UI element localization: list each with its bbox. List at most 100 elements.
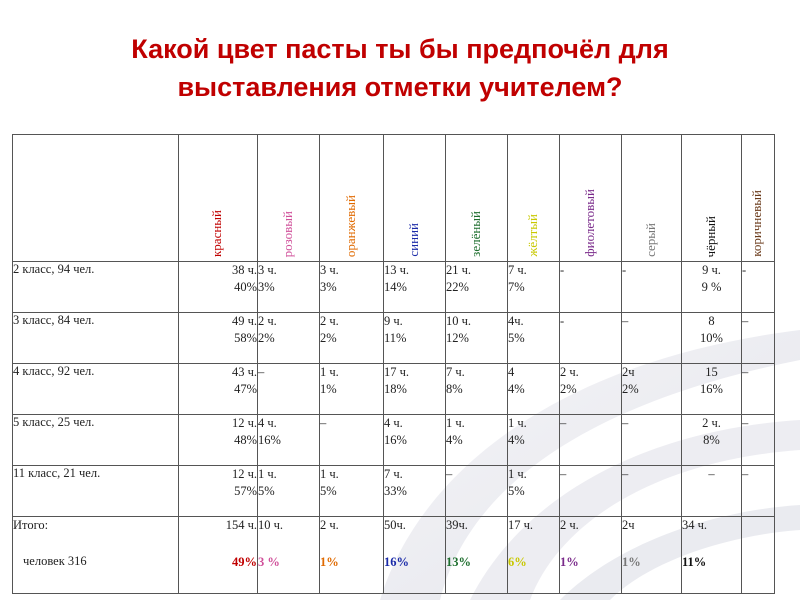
table-row: 4 класс, 92 чел. 43 ч. 47% –1 ч. 1% 17 ч. 18% 7… bbox=[12, 363, 775, 415]
table-cell: 2ч 2% bbox=[621, 363, 682, 415]
cell-percent: 3% bbox=[258, 280, 275, 294]
cell-count: 2 ч. bbox=[320, 314, 339, 328]
cell-count: 7 ч. bbox=[508, 263, 527, 277]
total-percent: 1% bbox=[320, 555, 339, 569]
column-header-gray: серый bbox=[621, 134, 682, 262]
cell-percent: 22% bbox=[446, 280, 469, 294]
cell-percent: 2% bbox=[622, 382, 639, 396]
table-cell: 43 ч. 47% bbox=[178, 363, 258, 415]
cell-count: 43 ч. bbox=[231, 365, 257, 379]
cell-count: 49 ч. bbox=[231, 314, 257, 328]
table-cell: 4 4% bbox=[507, 363, 560, 415]
table-cell: – bbox=[741, 312, 775, 364]
total-label-cell: Итого: человек 316 bbox=[12, 516, 179, 594]
cell-percent: 12% bbox=[446, 331, 469, 345]
cell-count: 9 ч. bbox=[384, 314, 403, 328]
table-cell: 4 ч. 16% bbox=[257, 414, 320, 466]
table-cell: 1 ч. 4% bbox=[445, 414, 508, 466]
table-cell: 7 ч. 33% bbox=[383, 465, 446, 517]
cell-count: 2 ч. bbox=[702, 416, 721, 430]
column-header-green: зелёный bbox=[445, 134, 508, 262]
total-percent: 6% bbox=[508, 555, 527, 569]
cell-percent: – bbox=[622, 314, 629, 328]
cell-percent: 33% bbox=[384, 484, 407, 498]
total-count: 2 ч. bbox=[560, 518, 579, 532]
total-count: 154 ч. bbox=[225, 518, 257, 532]
table-cell: 2 ч. 2% bbox=[559, 363, 622, 415]
cell-percent: 16% bbox=[258, 433, 281, 447]
column-header-label: фиолетовый bbox=[581, 189, 597, 257]
table-cell: 1 ч. 5% bbox=[257, 465, 320, 517]
total-cell: 2 ч. 1% bbox=[319, 516, 384, 594]
table-cell: 1 ч. 1% bbox=[319, 363, 384, 415]
table-cell: - bbox=[741, 261, 775, 313]
cell-count: 8 bbox=[708, 314, 715, 328]
cell-count: 17 ч. bbox=[384, 365, 410, 379]
cell-percent: 5% bbox=[508, 331, 525, 345]
table-cell: 2 ч. 2% bbox=[319, 312, 384, 364]
table-cell: 17 ч. 18% bbox=[383, 363, 446, 415]
table-cell: – bbox=[319, 414, 384, 466]
header-row: красный розовый оранжевый синий зелёный … bbox=[12, 134, 775, 262]
table-cell: 1 ч. 4% bbox=[507, 414, 560, 466]
table-cell: – bbox=[741, 465, 775, 517]
table-cell: 12 ч. 57% bbox=[178, 465, 258, 517]
cell-count: 1 ч. bbox=[508, 467, 527, 481]
total-cell bbox=[741, 516, 775, 594]
cell-count: – bbox=[446, 467, 453, 481]
column-header-red: красный bbox=[178, 134, 258, 262]
total-count: 2ч bbox=[622, 518, 635, 532]
total-percent: 11% bbox=[682, 555, 707, 569]
cell-count: 1 ч. bbox=[258, 467, 277, 481]
table-cell: – bbox=[621, 312, 682, 364]
cell-count: – bbox=[708, 467, 715, 481]
total-label: Итого: bbox=[13, 518, 49, 532]
total-percent: 13% bbox=[446, 555, 471, 569]
table-cell: 15 16% bbox=[681, 363, 742, 415]
cell-count: 38 ч. bbox=[231, 263, 257, 277]
table-row: 2 класс, 94 чел. 38 ч. 40% 3 ч. 3% 3 ч. 3% 13 ч… bbox=[12, 261, 775, 313]
row-label: 3 класс, 84 чел. bbox=[12, 312, 179, 364]
slide-title: Какой цвет пасты ты бы предпочёл для выс… bbox=[131, 34, 669, 102]
table-cell: 10 ч. 12% bbox=[445, 312, 508, 364]
cell-percent: 14% bbox=[384, 280, 407, 294]
total-count: 10 ч. bbox=[258, 518, 284, 532]
row-label: 11 класс, 21 чел. bbox=[12, 465, 179, 517]
table-cell: 1 ч. 5% bbox=[319, 465, 384, 517]
column-header-label: коричневый bbox=[749, 190, 764, 257]
cell-count: 1 ч. bbox=[320, 365, 339, 379]
cell-percent: 40% bbox=[234, 280, 257, 294]
cell-percent: - bbox=[742, 263, 747, 277]
cell-percent: 2% bbox=[258, 331, 275, 345]
cell-count: 12 ч. bbox=[231, 416, 257, 430]
cell-count: – bbox=[560, 416, 567, 430]
column-header-label: красный bbox=[209, 209, 224, 257]
cell-percent: 57% bbox=[234, 484, 257, 498]
cell-percent: – bbox=[742, 314, 749, 328]
cell-percent: 58% bbox=[234, 331, 257, 345]
column-header-black: чёрный bbox=[681, 134, 742, 262]
cell-count: – bbox=[742, 416, 749, 430]
cell-percent: 2% bbox=[560, 382, 577, 396]
table-cell: 3 ч. 3% bbox=[257, 261, 320, 313]
cell-percent: - bbox=[622, 263, 627, 277]
table-cell: – bbox=[559, 414, 622, 466]
table-cell: 49 ч. 58% bbox=[178, 312, 258, 364]
table-cell: 38 ч. 40% bbox=[178, 261, 258, 313]
cell-count: – bbox=[742, 365, 749, 379]
table-cell: – bbox=[621, 414, 682, 466]
table-row: 5 класс, 25 чел. 12 ч. 48% 4 ч. 16% –4 ч. 16% 1… bbox=[12, 414, 775, 466]
total-percent: 16% bbox=[384, 555, 409, 569]
table-cell: - bbox=[621, 261, 682, 313]
table-cell: 3 ч. 3% bbox=[319, 261, 384, 313]
cell-percent: - bbox=[560, 263, 565, 277]
column-header-violet: фиолетовый bbox=[559, 134, 622, 262]
table-cell: – bbox=[621, 465, 682, 517]
cell-count: 3 ч. bbox=[320, 263, 339, 277]
column-header-label: оранжевый bbox=[342, 194, 358, 257]
cell-percent: 11% bbox=[384, 331, 407, 345]
row-label: 4 класс, 92 чел. bbox=[12, 363, 179, 415]
total-cell: 50ч. 16% bbox=[383, 516, 446, 594]
cell-percent: 16% bbox=[384, 433, 407, 447]
cell-count: 4ч. bbox=[508, 314, 524, 328]
